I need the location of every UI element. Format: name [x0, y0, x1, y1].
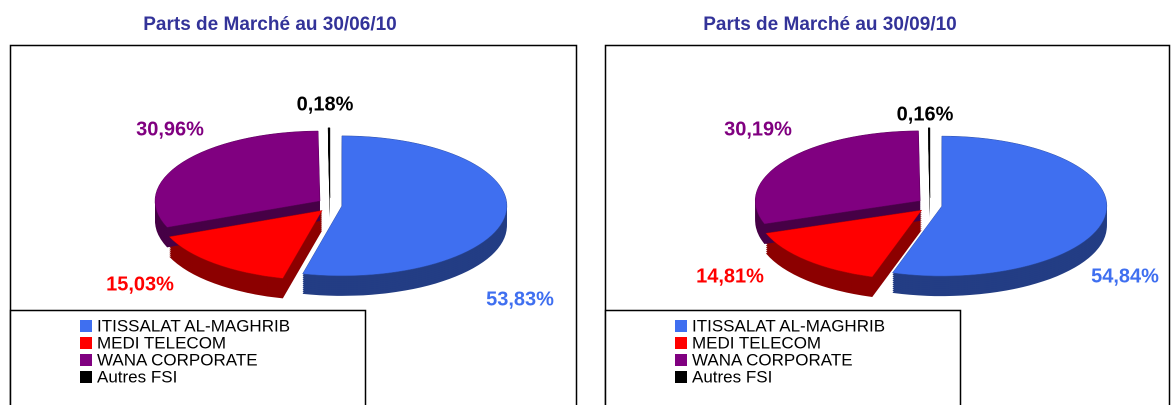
legend-label: ITISSALAT AL-MAGHRIB: [97, 316, 290, 335]
legend-label: Autres FSI: [692, 367, 772, 386]
legend-label: Autres FSI: [97, 367, 177, 386]
legend-label: MEDI TELECOM: [97, 333, 226, 352]
slice: [754, 130, 921, 225]
legend-swatch: [80, 354, 92, 366]
data-label: 14,81%: [696, 265, 764, 287]
slice: [892, 135, 1108, 277]
legend-swatch: [675, 320, 687, 332]
data-label: 15,03%: [106, 273, 174, 295]
data-label: 30,96%: [136, 118, 204, 140]
legend-swatch: [675, 354, 687, 366]
data-label: 0,16%: [897, 103, 954, 125]
pie-tops: [754, 127, 1108, 278]
data-label: 0,18%: [297, 93, 354, 115]
slice: [154, 130, 321, 228]
legend-swatch: [80, 371, 92, 383]
slice: [168, 210, 323, 279]
data-label: 54,84%: [1091, 265, 1159, 287]
slice: [327, 127, 331, 198]
legend-swatch: [675, 337, 687, 349]
pie-tops: [154, 127, 508, 279]
slice: [765, 209, 923, 278]
chart-title: Parts de Marché au 30/09/10: [703, 14, 956, 35]
slice: [302, 135, 508, 277]
chart-title: Parts de Marché au 30/06/10: [143, 14, 396, 35]
legend-swatch: [675, 371, 687, 383]
legend-swatch: [80, 320, 92, 332]
legend-label: WANA CORPORATE: [97, 350, 258, 369]
panel-frame: [604, 44, 1171, 405]
legend-frame: [604, 309, 962, 405]
legend-swatch: [80, 337, 92, 349]
slice: [928, 127, 931, 198]
data-label: 53,83%: [486, 288, 554, 310]
legend-label: ITISSALAT AL-MAGHRIB: [692, 316, 885, 335]
panel-frame: [9, 44, 578, 405]
legend-label: WANA CORPORATE: [692, 350, 853, 369]
legend-frame: [9, 309, 367, 405]
legend-label: MEDI TELECOM: [692, 333, 821, 352]
data-label: 30,19%: [724, 118, 792, 140]
